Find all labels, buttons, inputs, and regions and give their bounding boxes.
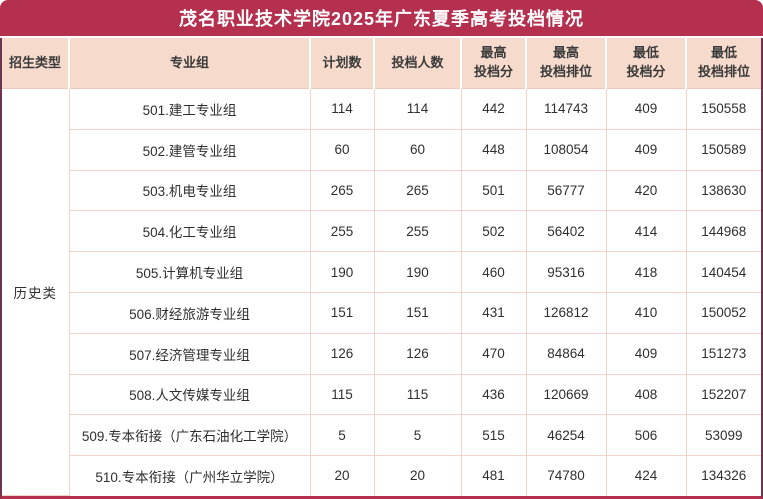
plan-count-cell: 126 [309,332,375,375]
table-row: 506.财经旅游专业组 151 151 431 126812 410 15005… [2,291,761,334]
col-header-major-group: 专业组 [69,38,311,89]
table-row: 507.经济管理专业组 126 126 470 84864 409 151273 [2,332,761,375]
min-rank-cell: 144968 [685,210,761,253]
min-score-cell: 409 [605,332,687,375]
group-cell: 505.计算机专业组 [68,251,311,293]
max-score-cell: 502 [460,210,527,253]
max-rank-cell: 108054 [525,128,607,171]
plan-count-cell: 190 [309,251,375,293]
admitted-count-cell: 114 [373,88,462,130]
max-score-cell: 460 [460,251,527,293]
min-score-cell: 424 [605,455,687,496]
max-score-cell: 448 [460,128,527,171]
table-row: 503.机电专业组 265 265 501 56777 420 138630 [2,169,761,212]
max-rank-cell: 120669 [525,373,607,416]
group-cell: 507.经济管理专业组 [68,332,311,375]
col-header-enroll-type: 招生类型 [2,38,70,89]
admitted-count-cell: 126 [373,332,462,375]
max-score-cell: 470 [460,332,527,375]
max-score-cell: 481 [460,455,527,496]
max-score-cell: 515 [460,414,527,457]
table-row: 504.化工专业组 255 255 502 56402 414 144968 [2,210,761,253]
max-rank-cell: 126812 [525,291,607,334]
plan-count-cell: 255 [309,210,375,253]
min-rank-cell: 152207 [685,373,761,416]
min-rank-cell: 150589 [685,128,761,171]
max-rank-cell: 84864 [525,332,607,375]
table-row: 505.计算机专业组 190 190 460 95316 418 140454 [2,251,761,293]
table-row: 510.专本衔接（广州华立学院） 20 20 481 74780 424 134… [2,455,761,496]
min-score-cell: 506 [605,414,687,457]
admitted-count-cell: 60 [373,128,462,171]
max-score-cell: 442 [460,88,527,130]
max-score-cell: 431 [460,291,527,334]
admitted-count-cell: 151 [373,291,462,334]
max-score-cell: 501 [460,169,527,212]
min-score-cell: 418 [605,251,687,293]
min-rank-cell: 140454 [685,251,761,293]
group-cell: 503.机电专业组 [68,169,311,212]
table-row: 508.人文传媒专业组 115 115 436 120669 408 15220… [2,373,761,416]
admitted-count-cell: 5 [373,414,462,457]
max-rank-cell: 56402 [525,210,607,253]
plan-count-cell: 151 [309,291,375,334]
category-cell: 历史类 [2,88,70,496]
admitted-count-cell: 265 [373,169,462,212]
table-row: 历史类 501.建工专业组 114 114 442 114743 409 150… [2,88,761,496]
min-score-cell: 414 [605,210,687,253]
header-row: 招生类型 专业组 计划数 投档人数 最高 投档分 最高 投档排位 最低 投档分 … [2,38,761,89]
min-score-cell: 408 [605,373,687,416]
group-cell: 506.财经旅游专业组 [68,291,311,334]
max-rank-cell: 46254 [525,414,607,457]
admitted-count-cell: 20 [373,455,462,496]
min-score-cell: 420 [605,169,687,212]
group-cell: 508.人文传媒专业组 [68,373,311,416]
col-header-admitted-count: 投档人数 [374,38,462,89]
group-cell: 509.专本衔接（广东石油化工学院） [68,414,311,457]
max-rank-cell: 74780 [525,455,607,496]
min-rank-cell: 134326 [685,455,761,496]
plan-count-cell: 5 [309,414,375,457]
min-score-cell: 409 [605,128,687,171]
col-header-min-score: 最低 投档分 [606,38,687,89]
min-rank-cell: 53099 [685,414,761,457]
plan-count-cell: 115 [309,373,375,416]
min-score-cell: 409 [605,88,687,130]
admitted-count-cell: 115 [373,373,462,416]
admitted-count-cell: 255 [373,210,462,253]
group-cell: 504.化工专业组 [68,210,311,253]
max-rank-cell: 95316 [525,251,607,293]
plan-count-cell: 114 [309,88,375,130]
min-score-cell: 410 [605,291,687,334]
col-header-plan-count: 计划数 [310,38,375,89]
min-rank-cell: 151273 [685,332,761,375]
min-rank-cell: 150052 [685,291,761,334]
col-header-max-score: 最高 投档分 [461,38,527,89]
col-header-max-rank: 最高 投档排位 [526,38,607,89]
min-rank-cell: 150558 [685,88,761,130]
plan-count-cell: 20 [309,455,375,496]
admitted-count-cell: 190 [373,251,462,293]
admission-table-container: 招生类型 专业组 计划数 投档人数 最高 投档分 最高 投档排位 最低 投档分 … [0,38,763,499]
table-row: 509.专本衔接（广东石油化工学院） 5 5 515 46254 506 530… [2,414,761,457]
group-cell: 502.建管专业组 [68,128,311,171]
max-rank-cell: 114743 [525,88,607,130]
group-cell: 510.专本衔接（广州华立学院） [68,455,311,496]
group-cell: 501.建工专业组 [68,88,311,130]
plan-count-cell: 265 [309,169,375,212]
col-header-min-rank: 最低 投档排位 [686,38,761,89]
max-rank-cell: 56777 [525,169,607,212]
plan-count-cell: 60 [309,128,375,171]
table-row: 502.建管专业组 60 60 448 108054 409 150589 [2,128,761,171]
page-title: 茂名职业技术学院2025年广东夏季高考投档情况 [0,0,763,36]
min-rank-cell: 138630 [685,169,761,212]
admission-table: 招生类型 专业组 计划数 投档人数 最高 投档分 最高 投档排位 最低 投档分 … [2,38,761,496]
max-score-cell: 436 [460,373,527,416]
